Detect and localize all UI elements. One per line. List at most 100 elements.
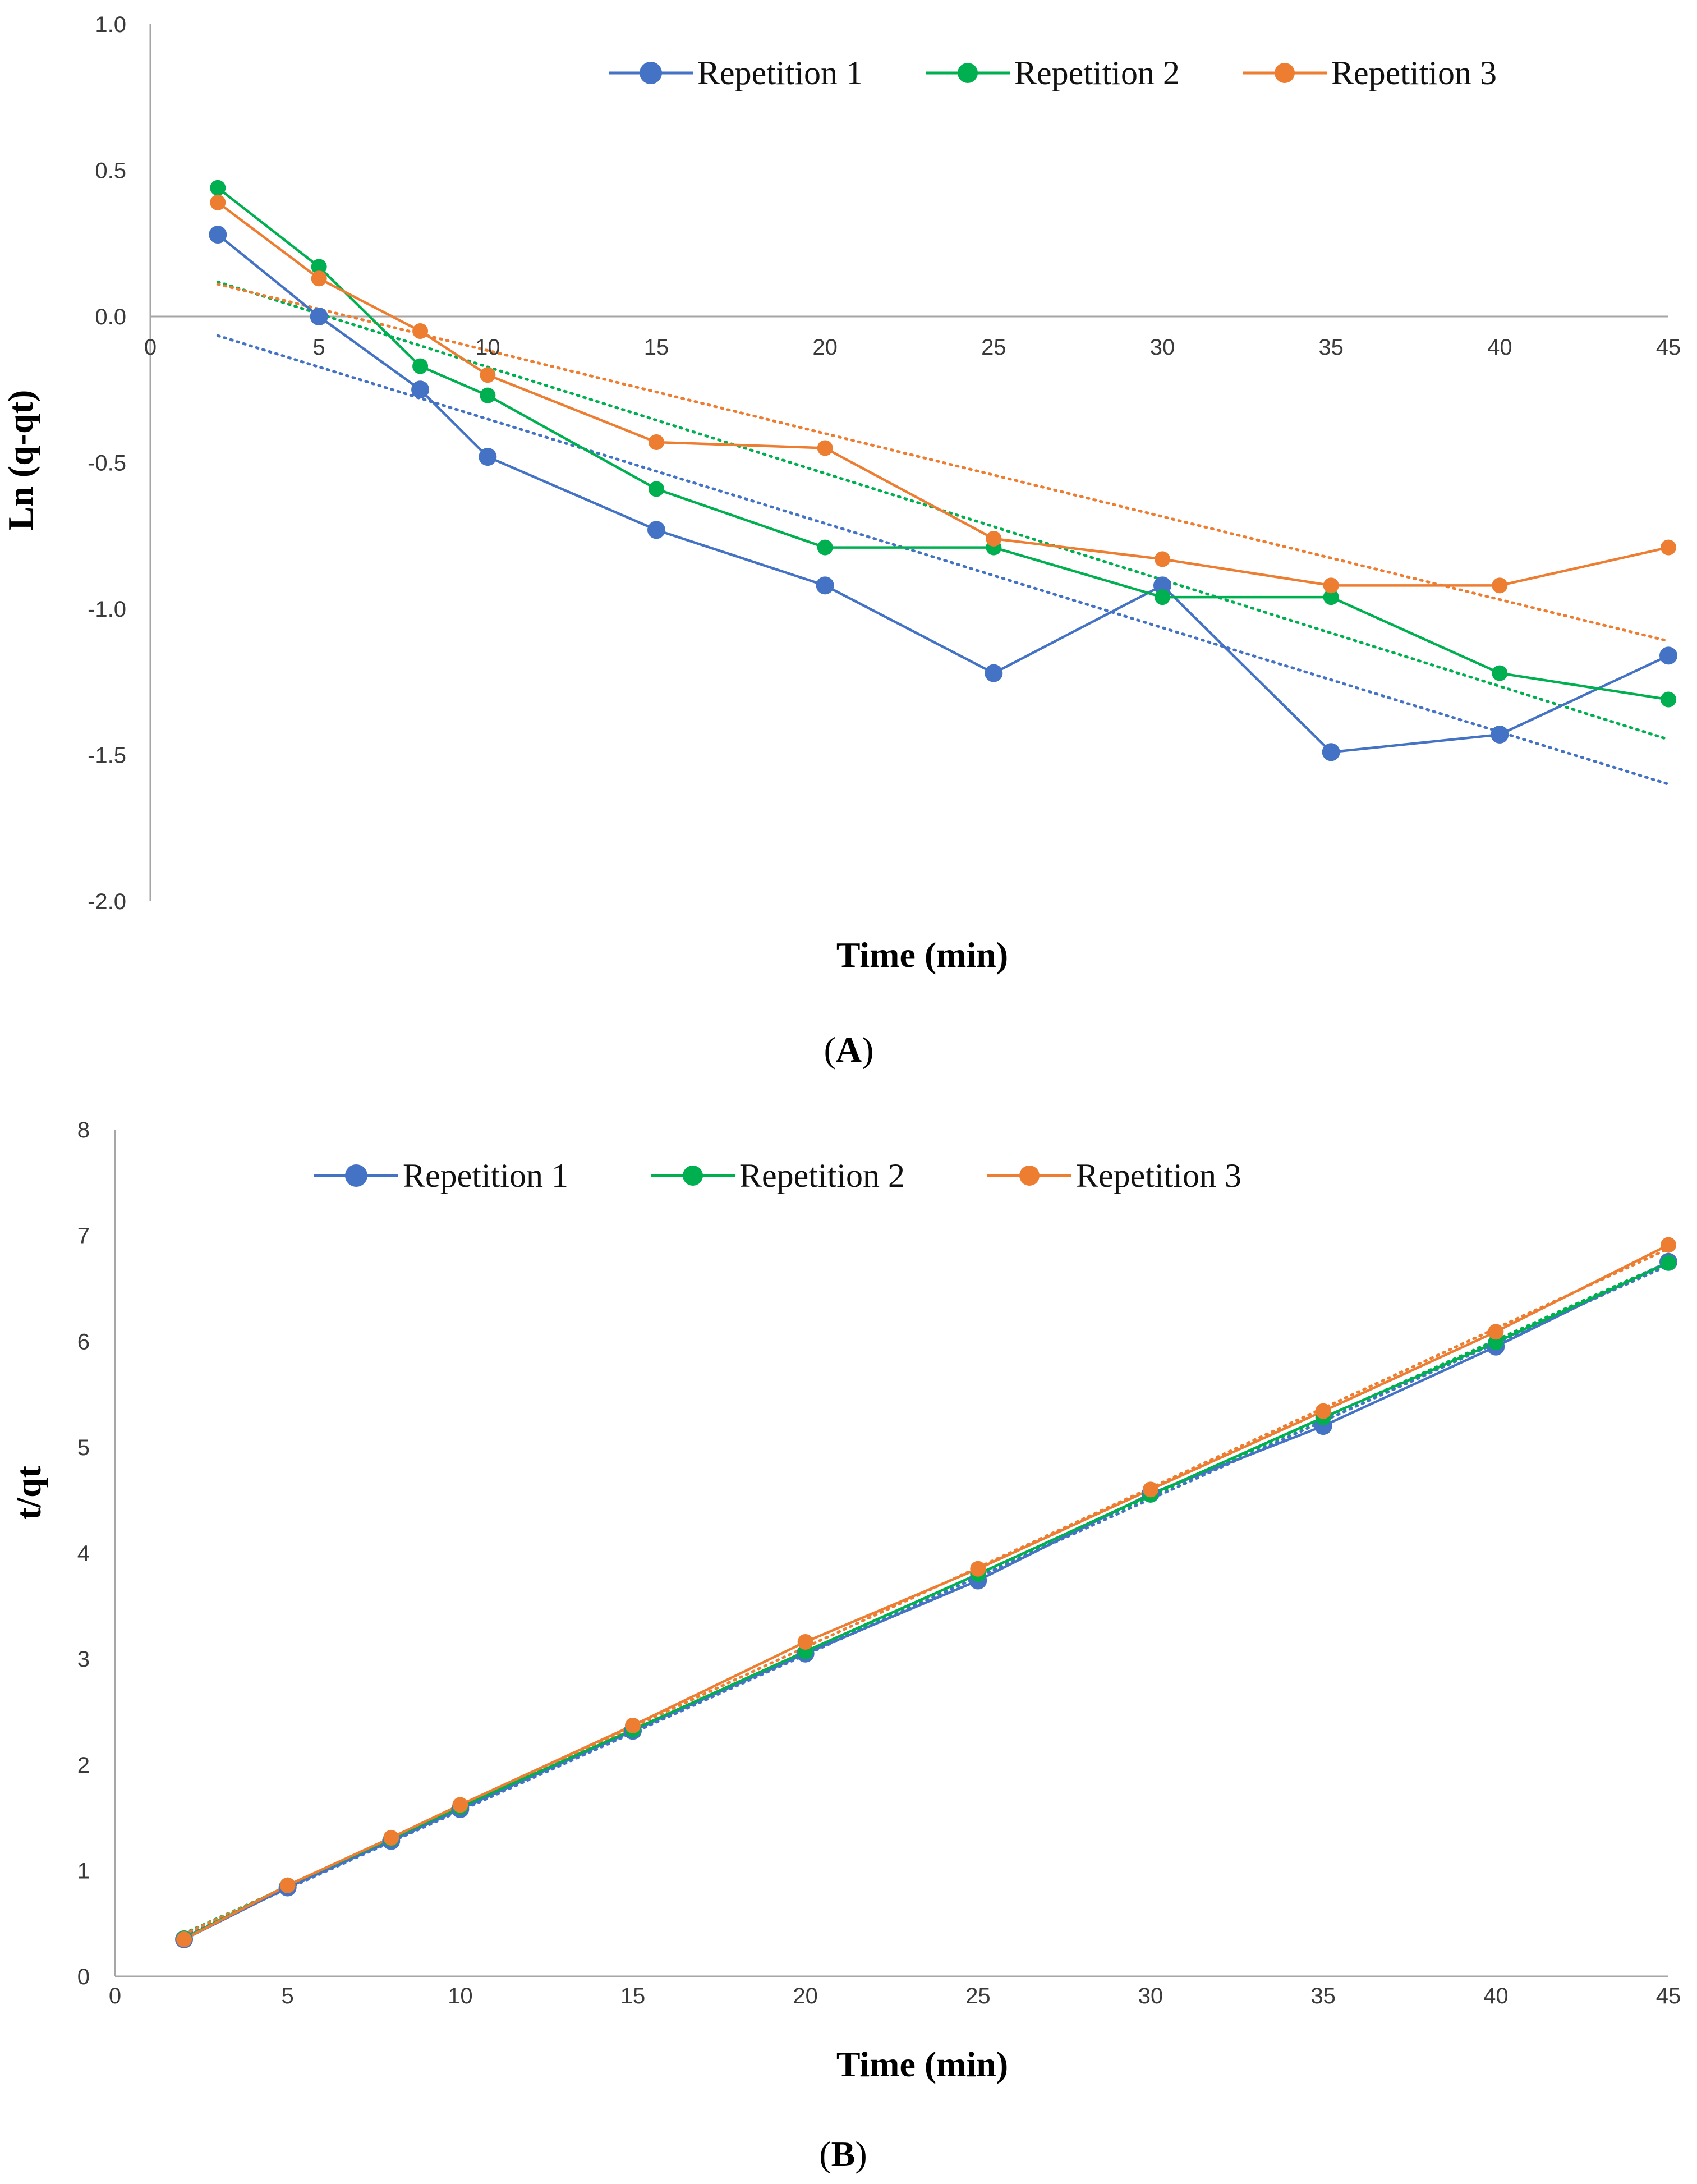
x-tick-label: 30: [1150, 335, 1175, 360]
data-point-series-3: [1323, 577, 1339, 594]
x-tick-label: 30: [1138, 1984, 1163, 2008]
legend-marker-3: [1275, 63, 1295, 83]
data-point-series-2: [1155, 589, 1170, 605]
data-point-series-3: [412, 323, 429, 339]
y-tick-label: 0: [77, 1965, 90, 1989]
y-tick-label: 1: [77, 1859, 90, 1883]
data-point-series-2: [649, 481, 664, 497]
x-axis-title: Time (min): [836, 2044, 1008, 2084]
data-point-series-1: [1659, 646, 1677, 665]
x-tick-label: 5: [313, 335, 325, 360]
panel-letter-b: B: [831, 2134, 856, 2174]
x-tick-label: 15: [620, 1984, 646, 2008]
data-point-series-3: [970, 1561, 986, 1577]
data-point-series-3: [383, 1829, 399, 1846]
y-tick-label: 0.0: [95, 305, 126, 329]
series-line-1: [217, 233, 1669, 754]
x-tick-label: 0: [144, 335, 157, 360]
x-tick-label: 5: [282, 1984, 294, 2008]
panel-letter-a: A: [836, 1030, 862, 1070]
panel-label-a: (A): [824, 1030, 874, 1070]
x-tick-label: 35: [1318, 335, 1344, 360]
legend-marker-3: [1019, 1166, 1040, 1186]
y-tick-label: 4: [77, 1541, 90, 1566]
legend-label-1: Repetition 1: [403, 1157, 568, 1194]
data-point-series-1: [209, 226, 227, 244]
y-tick-label: -1.0: [88, 597, 126, 622]
x-tick-label: 20: [812, 335, 838, 360]
y-axis-title: t/qt: [8, 1465, 48, 1520]
y-tick-label: 0.5: [95, 159, 126, 183]
y-tick-label: -0.5: [88, 451, 126, 476]
trendline-series-1: [216, 334, 1670, 786]
data-point-series-2: [480, 387, 496, 403]
data-point-series-3: [210, 194, 226, 210]
y-tick-label: -1.5: [88, 744, 126, 768]
x-tick-label: 15: [644, 335, 669, 360]
x-tick-label: 35: [1310, 1984, 1336, 2008]
data-point-series-3: [1492, 577, 1508, 594]
data-point-series-3: [1488, 1324, 1504, 1340]
y-tick-label: 1.0: [95, 12, 126, 37]
data-point-series-2: [412, 358, 429, 374]
data-point-series-2: [210, 180, 226, 196]
y-tick-label: 7: [77, 1224, 90, 1249]
y-tick-label: 8: [77, 1118, 90, 1143]
legend-label-2: Repetition 2: [739, 1157, 905, 1194]
legend-label-1: Repetition 1: [697, 54, 863, 91]
legend-marker-1: [345, 1164, 367, 1187]
x-tick-label: 10: [448, 1984, 473, 2008]
data-point-series-3: [797, 1634, 813, 1650]
data-point-series-2: [1661, 691, 1676, 708]
data-point-series-2: [1661, 1255, 1676, 1271]
data-point-series-3: [1661, 1237, 1676, 1253]
data-point-series-3: [1143, 1481, 1158, 1498]
data-point-series-3: [1661, 539, 1676, 556]
x-tick-label: 45: [1656, 335, 1681, 360]
data-point-series-1: [411, 380, 430, 399]
data-point-series-1: [816, 576, 834, 595]
data-point-series-3: [176, 1931, 192, 1947]
data-point-series-1: [479, 448, 497, 466]
legend-label-3: Repetition 3: [1331, 54, 1497, 91]
data-point-series-3: [1315, 1403, 1331, 1419]
x-axis-title: Time (min): [836, 935, 1008, 975]
data-point-series-3: [311, 270, 327, 287]
data-point-series-1: [1491, 726, 1509, 744]
data-point-series-2: [1492, 665, 1508, 681]
data-point-series-1: [647, 521, 665, 539]
trendline-series-3: [216, 282, 1670, 643]
x-tick-label: 40: [1483, 1984, 1509, 2008]
series-line-3: [217, 201, 1669, 587]
data-point-series-3: [649, 434, 664, 451]
data-point-series-3: [452, 1797, 468, 1813]
data-point-series-3: [1155, 551, 1170, 567]
y-tick-label: 3: [77, 1647, 90, 1672]
data-point-series-3: [279, 1877, 296, 1893]
legend-marker-2: [683, 1166, 703, 1186]
x-tick-label: 20: [793, 1984, 818, 2008]
data-point-series-2: [311, 259, 327, 275]
data-point-series-1: [1153, 576, 1171, 595]
data-point-series-2: [1323, 589, 1339, 605]
data-point-series-3: [986, 530, 1002, 547]
x-tick-label: 25: [981, 335, 1006, 360]
y-axis-title: Ln (q-qt): [1, 390, 40, 531]
data-point-series-2: [817, 539, 833, 556]
data-point-series-1: [1322, 743, 1340, 761]
x-tick-label: 0: [109, 1984, 121, 2008]
x-tick-label: 10: [475, 335, 500, 360]
x-tick-label: 40: [1487, 335, 1512, 360]
data-point-series-3: [625, 1717, 641, 1733]
x-tick-label: 25: [965, 1984, 991, 2008]
chart-a: 0 5 10 15 20 25 30 35 40 45 1.0 0.5 0.0 -0.5 -1.0 -1.5 -…: [1, 12, 1681, 1070]
y-tick-label: 5: [77, 1435, 90, 1460]
data-point-series-3: [817, 440, 833, 456]
data-point-series-1: [310, 308, 328, 325]
legend-label-3: Repetition 3: [1076, 1157, 1241, 1194]
legend-label-2: Repetition 2: [1014, 54, 1180, 91]
series-line-2: [217, 186, 1669, 701]
y-tick-label: 2: [77, 1753, 90, 1778]
